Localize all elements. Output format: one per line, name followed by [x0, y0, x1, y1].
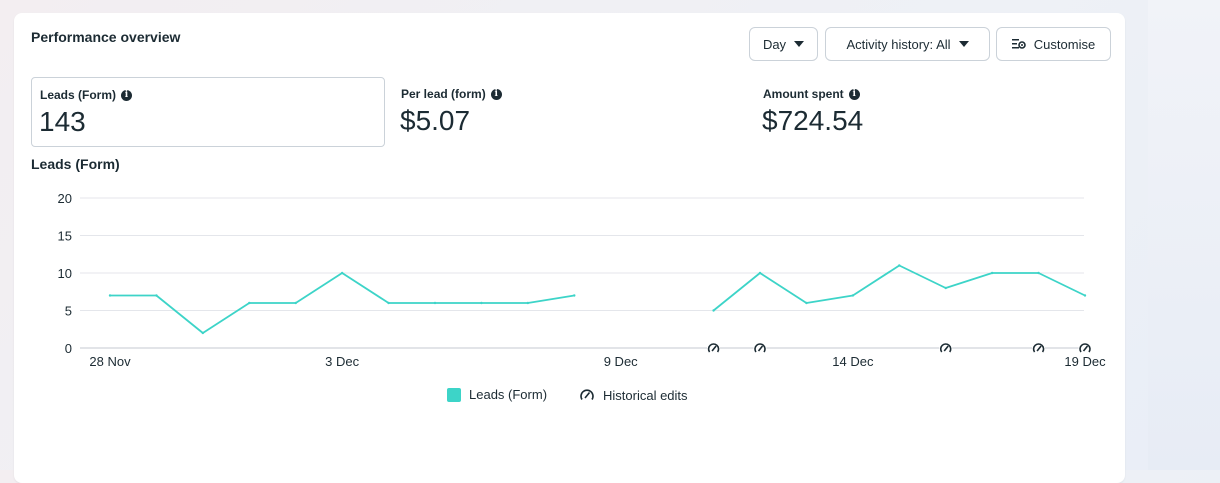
y-tick-label: 5 — [65, 304, 72, 319]
data-point — [990, 271, 994, 275]
data-point — [1037, 271, 1040, 275]
legend-series[interactable]: Leads (Form) — [447, 387, 547, 402]
chart-title: Leads (Form) — [31, 156, 120, 172]
x-tick-label: 14 Dec — [832, 354, 874, 369]
metric-label-row: Amount spent i — [763, 87, 860, 101]
panel-title: Performance overview — [31, 29, 181, 45]
series-line — [110, 272, 575, 334]
historical-edit-marker-icon — [1078, 341, 1092, 355]
data-point — [155, 294, 158, 297]
data-point — [805, 301, 808, 305]
x-tick-label: 3 Dec — [325, 354, 359, 369]
y-tick-label: 15 — [58, 229, 72, 244]
activity-history-dropdown[interactable]: Activity history: All — [825, 27, 990, 61]
data-point — [294, 301, 297, 305]
info-icon[interactable]: i — [490, 88, 502, 100]
historical-edit-marker-icon — [753, 341, 767, 355]
metric-label-row: Per lead (form) i — [401, 87, 502, 101]
activity-history-label: Activity history: All — [846, 36, 951, 52]
data-point — [526, 301, 530, 305]
metric-value: $5.07 — [400, 105, 471, 136]
x-tick-label: 19 Dec — [1064, 354, 1106, 369]
data-point — [758, 271, 762, 275]
metric-label: Amount spent — [763, 87, 844, 101]
metric-value: 143 — [39, 106, 86, 137]
customise-label: Customise — [1033, 36, 1096, 52]
legend-series-label: Leads (Form) — [469, 387, 548, 402]
data-point — [480, 301, 483, 305]
metric-label: Leads (Form) — [40, 88, 117, 102]
legend-historical-edits[interactable]: Historical edits — [579, 387, 688, 403]
customise-settings-icon — [1011, 39, 1026, 49]
y-tick-label: 20 — [58, 191, 72, 206]
data-point — [340, 271, 344, 275]
data-point — [898, 264, 901, 267]
series-line — [713, 264, 1086, 312]
data-point — [201, 331, 205, 335]
historical-edit-marker-icon — [939, 341, 953, 355]
x-tick-label: 9 Dec — [604, 354, 638, 369]
metric-per-lead[interactable]: Per lead (form) i $5.07 — [393, 77, 747, 147]
metric-value: $724.54 — [762, 105, 864, 136]
data-point — [387, 301, 390, 305]
y-tick-label: 0 — [65, 341, 72, 356]
data-point — [944, 286, 947, 290]
historical-edit-marker-icon — [707, 341, 721, 355]
metric-amount-spent[interactable]: Amount spent i $724.54 — [755, 77, 1109, 147]
caret-down-icon — [794, 41, 805, 47]
performance-overview-card: Performance overview Day Activity histor… — [14, 13, 1125, 483]
historical-edit-marker-icon — [1032, 341, 1046, 355]
data-point — [851, 294, 855, 297]
data-point — [573, 294, 576, 297]
day-dropdown[interactable]: Day — [749, 27, 818, 61]
x-tick-label: 28 Nov — [89, 354, 131, 369]
metric-label: Per lead (form) — [401, 87, 486, 101]
leads-line-chart: 0 5 10 15 20 28 Nov 3 Dec 9 Dec 14 Dec 19 Dec — [58, 191, 1107, 369]
caret-down-icon — [958, 41, 969, 47]
data-point — [433, 301, 437, 305]
metric-leads-form[interactable]: Leads (Form) i 143 — [31, 77, 385, 147]
legend-edits-label: Historical edits — [603, 387, 688, 403]
historical-edits-icon — [580, 389, 594, 400]
legend-swatch — [447, 387, 461, 402]
data-point — [108, 294, 112, 297]
info-icon[interactable]: i — [121, 89, 133, 101]
info-icon[interactable]: i — [848, 88, 860, 100]
data-point — [1083, 294, 1087, 297]
data-point — [248, 301, 251, 305]
data-point — [712, 309, 715, 312]
y-tick-label: 10 — [58, 266, 72, 281]
background-strip — [1148, 0, 1220, 470]
customise-button[interactable]: Customise — [996, 27, 1111, 61]
day-dropdown-label: Day — [762, 36, 787, 52]
metric-label-row: Leads (Form) i — [40, 88, 133, 102]
